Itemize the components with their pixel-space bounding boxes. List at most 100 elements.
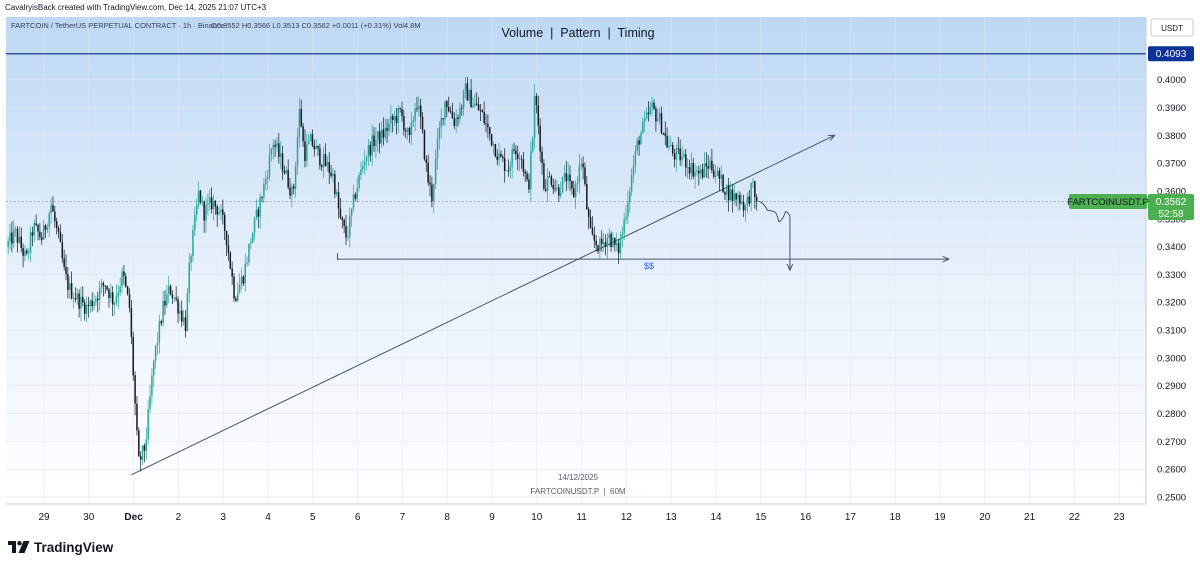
- candle-body: [130, 307, 133, 337]
- time-tick-label: 10: [531, 512, 543, 523]
- candle-body: [755, 196, 758, 202]
- candle-body: [429, 182, 431, 185]
- candle-body: [102, 282, 105, 286]
- candle-body: [78, 293, 80, 309]
- candle-body: [279, 153, 282, 157]
- currency-box[interactable]: [1150, 18, 1194, 37]
- candle-body: [335, 192, 338, 195]
- time-axis[interactable]: 29 30 Dec 2 3 4 5 6 7 8 9 10 11 12 13 14 15 16 17 18 19 20 21 2…: [0, 503, 1200, 530]
- candle-body: [651, 102, 653, 107]
- candle-body: [615, 243, 618, 245]
- candle-body: [16, 228, 19, 243]
- candle-body: [242, 276, 245, 284]
- candle-body: [304, 141, 306, 162]
- price-tick-label: 0.3200: [1157, 298, 1186, 309]
- candle-body: [18, 236, 21, 243]
- symbol-tag-text: FARTCOINUSDT.P: [1067, 197, 1149, 208]
- candle-body: [559, 192, 562, 196]
- candle-body: [302, 126, 304, 142]
- candle-body: [574, 183, 577, 198]
- candle-body: [433, 184, 435, 202]
- candle-body: [554, 188, 556, 190]
- price-axis[interactable]: 0.2500 0.2600 0.2700 0.2800 0.2900 0.3000 0.31…: [1145, 17, 1200, 504]
- projection-path[interactable]: [758, 201, 790, 271]
- time-tick-label: 22: [1069, 512, 1081, 523]
- candle-body: [707, 166, 709, 169]
- candle-body: [57, 228, 60, 233]
- trend-line[interactable]: [131, 135, 834, 476]
- candle-body: [390, 115, 392, 124]
- candle-body: [69, 283, 71, 291]
- chart-title: Volume | Pattern | Timing: [501, 26, 654, 40]
- candle-body: [741, 202, 743, 204]
- candle-body: [649, 106, 652, 115]
- chart-header: FARTCOIN / TetherUS PERPETUAL CONTRACT ·…: [11, 21, 655, 40]
- candle-body: [457, 117, 459, 120]
- candle-body: [567, 174, 569, 182]
- candle-body: [530, 151, 532, 190]
- currency-label: USDT: [1161, 24, 1183, 33]
- candle-body: [123, 271, 125, 277]
- candle-body: [507, 170, 510, 172]
- price-tick-label: 0.3300: [1157, 270, 1186, 281]
- candle-body: [173, 297, 176, 299]
- candle-body: [350, 208, 353, 216]
- candle-body: [636, 140, 638, 151]
- candle-body: [46, 227, 49, 230]
- tradingview-logo[interactable]: TradingView: [8, 539, 113, 555]
- candle-body: [287, 169, 289, 188]
- candle-body: [576, 182, 579, 184]
- tradingview-logo-text: TradingView: [34, 539, 114, 555]
- candle-body: [210, 197, 213, 210]
- candle-body: [724, 192, 726, 195]
- price-tick-label: 0.3100: [1157, 326, 1186, 337]
- candle-body: [158, 321, 161, 343]
- candle-body: [55, 221, 58, 229]
- candle-body: [54, 211, 56, 222]
- candle-body: [735, 193, 737, 200]
- candle-body: [294, 166, 297, 189]
- candle-body: [207, 202, 209, 205]
- candle-body: [412, 120, 414, 122]
- candle-body: [673, 153, 676, 160]
- countdown-text: 52:58: [1158, 209, 1183, 220]
- candle-body: [472, 105, 474, 108]
- candle-body: [464, 83, 467, 92]
- candle-body: [363, 161, 366, 166]
- candle-body: [238, 284, 241, 293]
- candle-body: [408, 127, 411, 136]
- candle-body: [291, 186, 293, 196]
- candle-body: [20, 236, 22, 249]
- candle-body: [205, 204, 207, 221]
- candle-body: [190, 256, 192, 263]
- candle-body: [701, 169, 704, 178]
- candle-body: [117, 292, 120, 297]
- candle-body: [119, 286, 121, 293]
- candle-body: [111, 292, 114, 305]
- candle-body: [343, 220, 345, 226]
- candle-body: [313, 145, 316, 150]
- candle-body: [229, 252, 232, 269]
- candle-body: [638, 140, 640, 145]
- candle-body: [685, 154, 687, 168]
- candle-body: [104, 285, 106, 287]
- candle-body: [212, 200, 215, 210]
- candle-body: [587, 209, 590, 218]
- candle-body: [44, 225, 47, 230]
- candle-body: [423, 130, 426, 160]
- candle-body: [658, 113, 661, 120]
- candle-body: [76, 293, 78, 300]
- candle-body: [330, 172, 332, 176]
- candle-body: [257, 209, 260, 217]
- candle-body: [483, 111, 485, 124]
- support-label: $$: [644, 261, 654, 271]
- candle-body: [752, 181, 754, 183]
- candle-body: [160, 321, 162, 324]
- candle-body: [358, 174, 360, 188]
- candle-body: [192, 230, 194, 257]
- candle-body: [197, 190, 200, 206]
- candle-body: [421, 116, 424, 131]
- chart[interactable]: FARTCOIN / TetherUS PERPETUAL CONTRACT ·…: [0, 0, 1200, 535]
- candle-body: [87, 305, 90, 307]
- candle-body: [22, 248, 24, 256]
